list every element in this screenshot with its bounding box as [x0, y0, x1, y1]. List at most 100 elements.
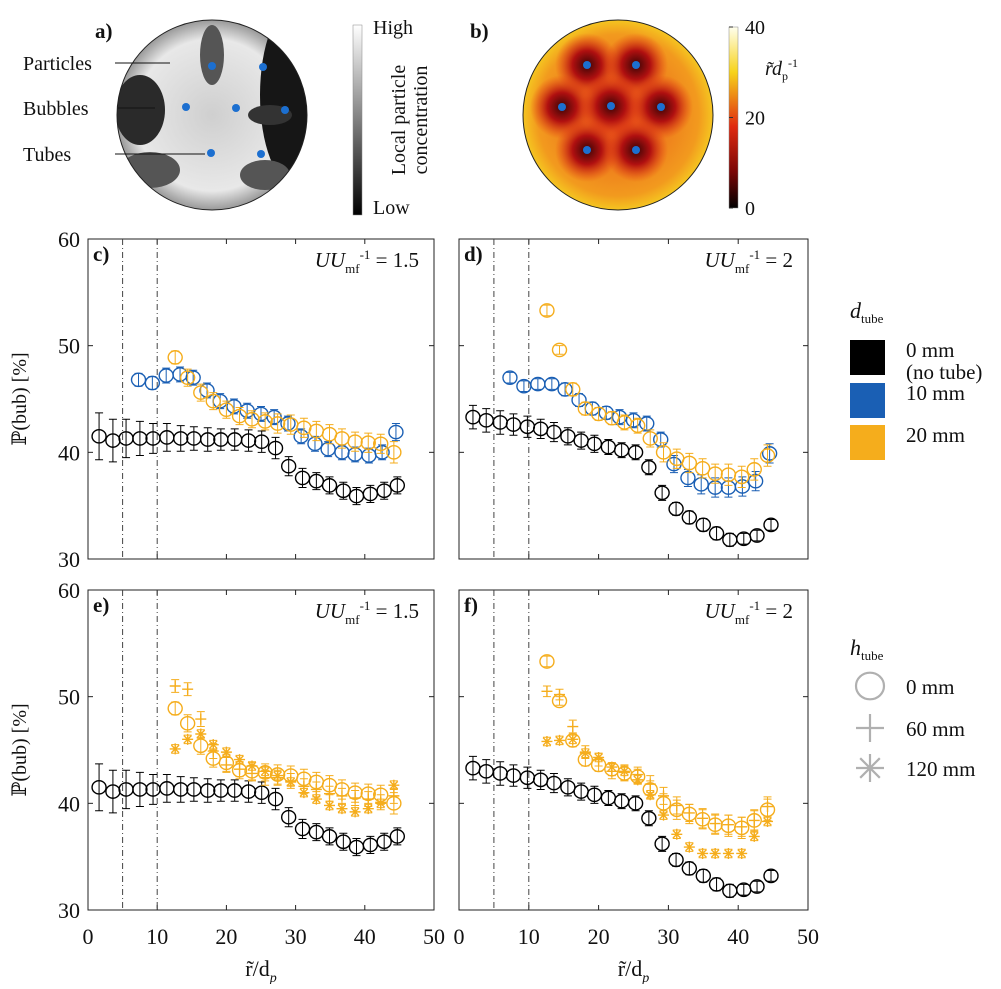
error-bar	[95, 413, 103, 460]
legend-marker	[856, 673, 884, 700]
error-bar	[556, 346, 564, 355]
y-tick-label: 30	[58, 898, 80, 923]
error-bar	[740, 533, 748, 544]
y-tick-label: 30	[58, 547, 80, 572]
data-point	[671, 800, 682, 811]
error-bar	[713, 527, 721, 540]
legend-swatch	[850, 340, 885, 375]
error-bar	[469, 405, 477, 428]
error-bar	[177, 426, 185, 452]
error-bar	[645, 460, 653, 475]
error-bar	[726, 884, 734, 897]
annotation: UUmf-1 = 2	[705, 247, 793, 276]
series	[541, 686, 773, 837]
data-point	[645, 789, 656, 800]
error-bar	[149, 775, 157, 805]
error-bar	[204, 428, 212, 451]
title-main: h	[850, 635, 861, 660]
data-point	[208, 739, 219, 750]
error-bar	[724, 464, 732, 485]
annotation: UUmf-1 = 1.5	[315, 598, 419, 627]
colorbar-label: High	[373, 17, 413, 39]
data-point	[710, 848, 721, 859]
error-bar	[171, 702, 179, 715]
data-point	[749, 815, 760, 826]
annotation-sub: mf	[735, 261, 750, 276]
annotation-rest: = 2	[760, 599, 793, 623]
error-bar	[753, 881, 761, 892]
data-point	[260, 766, 271, 777]
error-bar	[149, 424, 157, 454]
annotation-sub: mf	[345, 261, 360, 276]
panel-label: d)	[464, 242, 483, 266]
data-point	[567, 721, 578, 732]
error-bar	[176, 367, 184, 382]
callout: Particles	[23, 53, 92, 75]
data-point	[388, 790, 399, 801]
data-point	[298, 787, 309, 798]
error-bar	[171, 351, 179, 364]
error-bar	[672, 502, 680, 515]
error-bar	[699, 869, 707, 882]
error-bar	[258, 431, 266, 452]
colorbar-title: r̃dp-1	[765, 56, 798, 83]
error-bar	[520, 381, 528, 392]
data-point	[684, 842, 695, 853]
error-bar	[231, 429, 239, 450]
y-tick-label: 40	[58, 440, 80, 465]
error-bar	[482, 409, 490, 432]
data-point	[632, 774, 643, 785]
x-axis-label-main: r̃/d	[618, 956, 642, 981]
series	[92, 413, 404, 505]
error-bar	[548, 379, 556, 390]
colorbar-title: concentration	[410, 66, 432, 175]
data-point	[606, 762, 617, 773]
error-bar	[217, 429, 225, 450]
annotation-main: UU	[315, 599, 347, 623]
error-bar	[122, 419, 130, 457]
series	[540, 304, 775, 488]
annotation-main: UU	[315, 248, 347, 272]
panel-a: a) Particles Bubbles Tubes High Low Loca…	[23, 5, 432, 219]
colorbar	[353, 25, 362, 215]
error-bar	[509, 414, 517, 435]
data-point	[170, 743, 181, 754]
x-tick-label: 0	[454, 924, 465, 949]
error-bar	[767, 520, 775, 531]
error-bar	[496, 411, 504, 434]
panel: 01020304050f)UUmf-1 = 2r̃/dp	[454, 590, 820, 984]
data-point	[336, 790, 347, 801]
series	[466, 756, 778, 897]
error-bar	[543, 305, 551, 316]
error-bar	[136, 421, 144, 455]
data-point	[762, 801, 773, 812]
callout: Bubbles	[23, 98, 89, 120]
colorbar-label: Low	[373, 197, 410, 219]
error-bar	[390, 442, 398, 463]
error-bar	[148, 377, 156, 390]
data-point	[645, 779, 656, 790]
error-bar	[109, 770, 117, 813]
legend-swatch	[850, 425, 885, 460]
panel-label: f)	[464, 593, 478, 617]
error-bar	[509, 765, 517, 786]
error-bar	[685, 862, 693, 875]
data-point	[170, 681, 181, 692]
y-tick-label: 60	[58, 578, 80, 603]
error-bar	[163, 424, 171, 452]
error-bar	[177, 777, 185, 803]
panel-label: b)	[470, 19, 489, 43]
legend-label: 60 mm	[906, 717, 965, 741]
error-bar	[713, 878, 721, 891]
figure: a) Particles Bubbles Tubes High Low Loca…	[0, 0, 1001, 984]
data-point	[554, 735, 565, 746]
error-bar	[645, 811, 653, 826]
data-point	[182, 684, 193, 695]
error-bar	[753, 530, 761, 541]
plots: 30405060c)UUmf-1 = 1.5ℙ(bub) [%]d)UUmf-1…	[9, 227, 819, 984]
annotation-main: UU	[705, 599, 737, 623]
data-point	[375, 798, 386, 809]
title-main: r̃d	[765, 58, 783, 80]
data-point	[567, 734, 578, 745]
error-bar	[245, 430, 253, 451]
